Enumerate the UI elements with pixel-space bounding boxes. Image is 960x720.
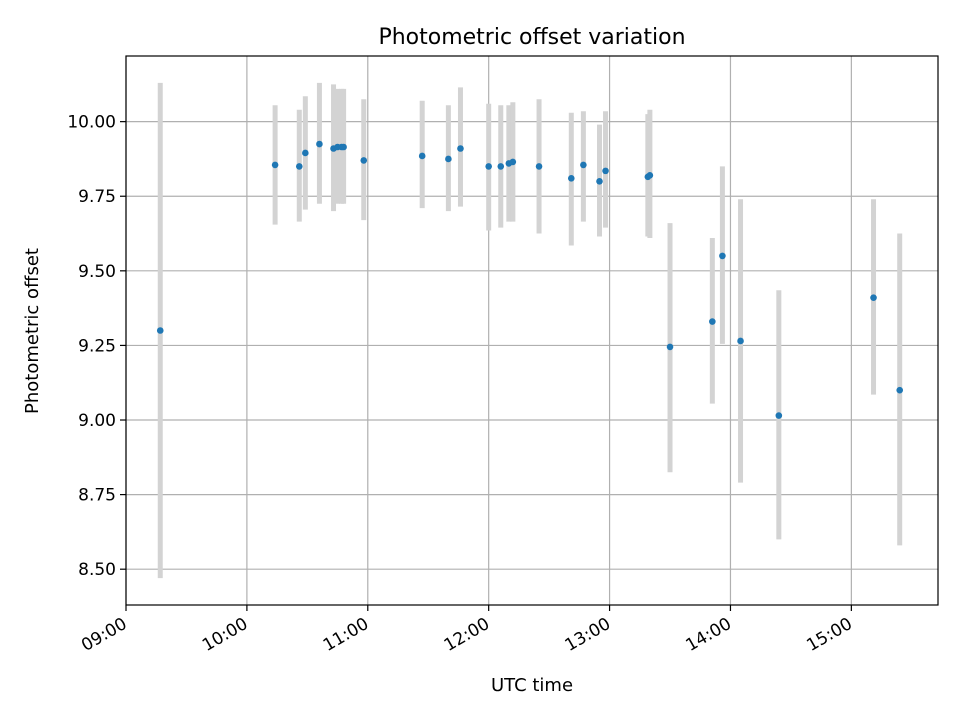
- data-point: [360, 157, 368, 164]
- data-point: [535, 163, 543, 170]
- data-point: [445, 155, 452, 163]
- data-point: [719, 252, 726, 260]
- data-point: [737, 337, 744, 345]
- data-point: [340, 143, 347, 151]
- y-tick-label: 9.25: [78, 336, 116, 356]
- data-point: [295, 163, 303, 170]
- data-point: [567, 175, 575, 182]
- y-axis-label: Photometric offset: [22, 248, 43, 414]
- data-point: [457, 145, 464, 152]
- y-tick-label: 9.75: [78, 187, 116, 207]
- y-tick-label: 10.00: [67, 113, 116, 133]
- data-point: [418, 152, 426, 160]
- y-tick-label: 9.50: [78, 262, 116, 282]
- data-point: [870, 294, 877, 301]
- data-point: [497, 163, 505, 170]
- data-point: [271, 161, 279, 169]
- data-point: [709, 318, 716, 325]
- data-point: [596, 178, 603, 185]
- data-point: [896, 386, 904, 394]
- data-point: [509, 158, 517, 166]
- data-point: [485, 163, 492, 170]
- data-point: [775, 412, 783, 419]
- data-point: [580, 161, 587, 169]
- data-point: [156, 327, 164, 334]
- data-point: [302, 149, 309, 157]
- data-point: [602, 167, 609, 175]
- y-tick-label: 8.75: [78, 486, 116, 506]
- y-tick-label: 8.50: [78, 560, 116, 580]
- plot-area-frame: [125, 55, 939, 606]
- chart-title: Photometric offset variation: [378, 25, 685, 50]
- data-point: [666, 343, 674, 351]
- data-point: [646, 172, 654, 179]
- grid: [125, 56, 938, 605]
- y-tick-label: 9.00: [78, 411, 116, 431]
- data-points: [156, 140, 904, 419]
- x-axis-label: UTC time: [491, 675, 573, 696]
- data-point: [316, 140, 323, 148]
